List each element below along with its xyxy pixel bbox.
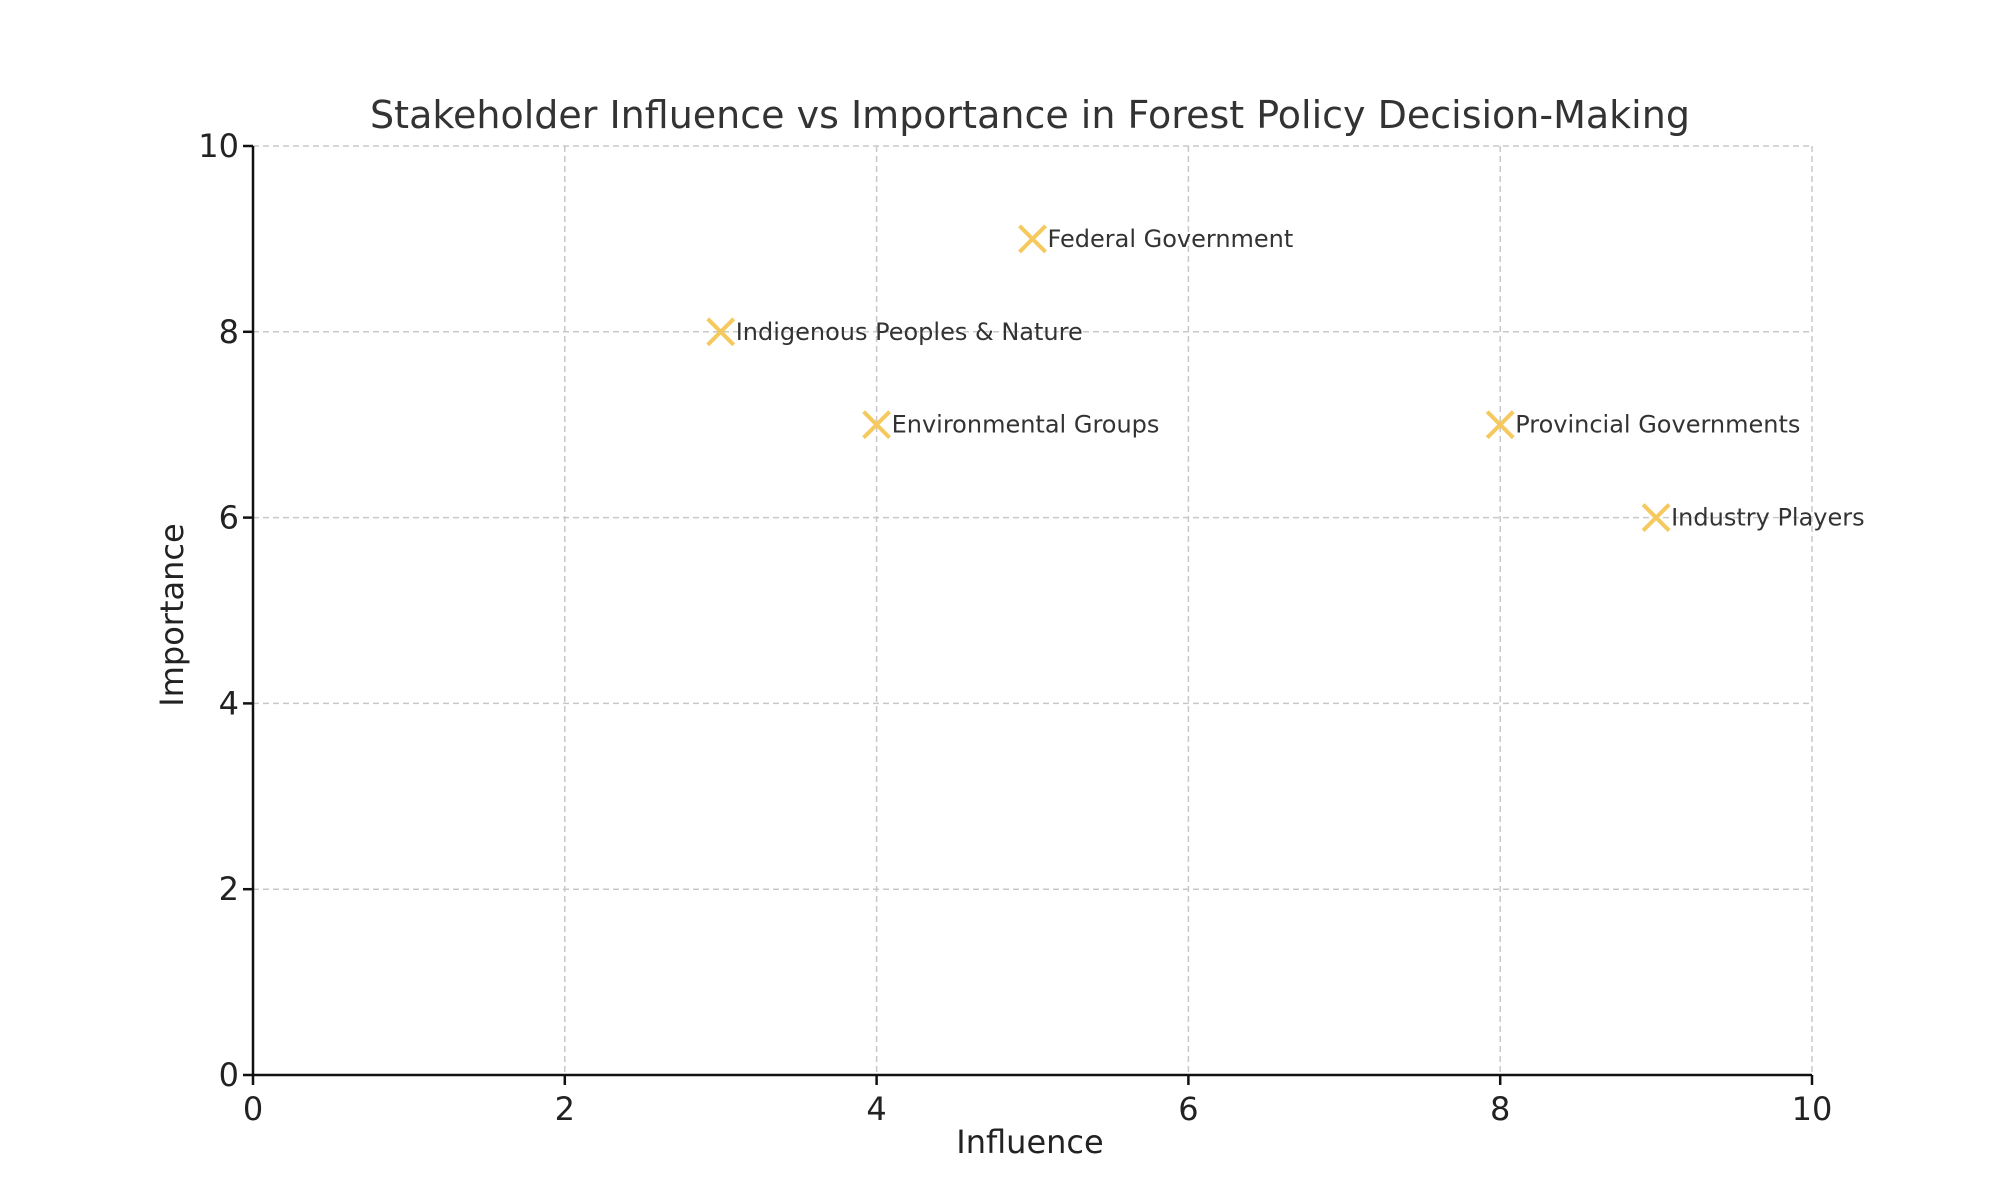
point-marker-stroke: [1641, 503, 1671, 533]
data-point: [1485, 410, 1515, 440]
x-tick-label: 10: [1792, 1090, 1833, 1128]
point-marker-stroke: [706, 317, 736, 347]
y-axis-label: Importance: [153, 523, 191, 706]
point-label: Environmental Groups: [892, 411, 1160, 439]
point-label: Indigenous Peoples & Nature: [736, 318, 1083, 346]
ticks: 0 2 4 6 8 10 0 2 4 6 8 10: [198, 127, 1832, 1128]
y-tick-label: 0: [219, 1056, 239, 1094]
axes: [251, 146, 1812, 1077]
y-tick-label: 6: [219, 499, 239, 537]
point-marker-stroke: [1485, 410, 1515, 440]
x-tick-label: 6: [1178, 1090, 1198, 1128]
y-tick-label: 8: [219, 313, 239, 351]
y-tick-label: 4: [219, 684, 239, 722]
data-point: [1018, 224, 1047, 254]
point-label: Provincial Governments: [1515, 411, 1800, 439]
x-tick-label: 2: [555, 1090, 575, 1128]
data-points: Federal Government Indigenous Peoples & N…: [706, 224, 1865, 533]
x-tick-label: 8: [1490, 1090, 1510, 1128]
x-tick-label: 4: [866, 1090, 886, 1128]
data-point: [706, 317, 736, 347]
point-marker-stroke: [862, 410, 892, 440]
data-point: [1641, 503, 1671, 533]
point-marker-stroke: [1018, 224, 1047, 254]
data-point: [862, 410, 892, 440]
x-tick-label: 0: [243, 1090, 263, 1128]
x-axis-label: Influence: [956, 1123, 1103, 1161]
point-label: Industry Players: [1671, 504, 1865, 532]
y-tick-label: 10: [198, 127, 239, 165]
y-tick-label: 2: [219, 870, 239, 908]
grid: [253, 145, 1813, 1075]
point-label: Federal Government: [1048, 225, 1294, 253]
chart-title: Stakeholder Influence vs Importance in F…: [370, 93, 1690, 137]
